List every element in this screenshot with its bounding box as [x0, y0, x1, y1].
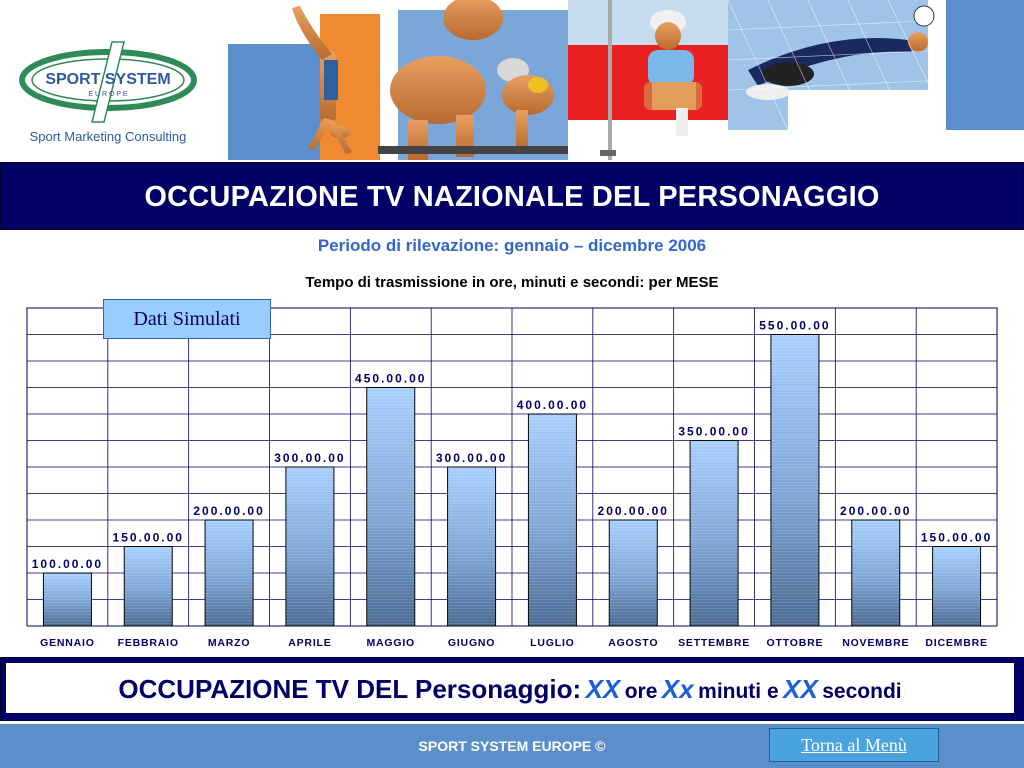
summary-box: OCCUPAZIONE TV DEL Personaggio: XX ore X…	[0, 657, 1024, 721]
x-tick-settembre: SETTEMBRE	[678, 637, 750, 649]
logo-tagline: Sport Marketing Consulting	[30, 129, 187, 144]
value-label-novembre: 200.00.00	[840, 504, 911, 518]
summary-lead: OCCUPAZIONE TV DEL Personaggio:	[118, 674, 582, 704]
x-tick-gennaio: GENNAIO	[40, 637, 95, 649]
bar-stripes-dicembre	[932, 546, 981, 626]
summary-minutes-unit: minuti e	[698, 680, 779, 703]
x-tick-luglio: LUGLIO	[530, 637, 574, 649]
x-tick-giugno: GIUGNO	[448, 637, 495, 649]
x-tick-maggio: MAGGIO	[366, 637, 415, 649]
chart-value-labels: 100.00.00 150.00.00 200.00.00 300.00.00 450.…	[32, 319, 992, 572]
swimmers-figure	[378, 0, 568, 160]
chart-grid	[26, 307, 998, 627]
bar-stripes-novembre	[851, 520, 900, 626]
summary-seconds-value: XX	[783, 674, 818, 704]
value-label-agosto: 200.00.00	[598, 504, 669, 518]
value-label-febbraio: 150.00.00	[113, 531, 184, 545]
bar-stripes-marzo	[205, 520, 254, 626]
header-banner: SPORT SYSTEM E U R O P E Sport Marketing…	[0, 0, 1024, 160]
value-label-gennaio: 100.00.00	[32, 557, 103, 571]
value-label-dicembre: 150.00.00	[921, 531, 992, 545]
page-title: OCCUPAZIONE TV NAZIONALE DEL PERSONAGGIO	[144, 181, 880, 213]
bar-stripes-giugno	[447, 467, 496, 626]
bar-stripes-settembre	[690, 440, 739, 626]
value-label-luglio: 400.00.00	[517, 398, 588, 412]
bar-stripes-agosto	[609, 520, 658, 626]
bar-chart: 100.00.00 150.00.00 200.00.00 300.00.00 450.…	[26, 307, 998, 649]
summary-seconds-unit: secondi	[822, 680, 902, 703]
logo-sub: E U R O P E	[88, 91, 127, 98]
chart-bars	[42, 334, 982, 627]
value-label-aprile: 300.00.00	[274, 451, 345, 465]
bar-stripes-maggio	[366, 387, 415, 626]
value-label-giugno: 300.00.00	[436, 451, 507, 465]
summary-hours-unit: ore	[624, 680, 658, 703]
x-tick-novembre: NOVEMBRE	[842, 637, 909, 649]
back-to-menu-link[interactable]: Torna al Menù	[769, 728, 939, 762]
bar-stripes-febbraio	[124, 546, 173, 626]
bar-stripes-aprile	[285, 467, 334, 626]
bar-stripes-ottobre	[770, 334, 819, 626]
value-label-maggio: 450.00.00	[355, 372, 426, 386]
x-tick-dicembre: DICEMBRE	[925, 637, 987, 649]
summary-inner: OCCUPAZIONE TV DEL Personaggio: XX ore X…	[5, 662, 1015, 714]
chart-x-ticks: GENNAIO FEBBRAIO MARZO APRILE MAGGIO GIUGNO LU…	[40, 637, 987, 649]
bar-stripes-gennaio	[43, 573, 92, 626]
value-label-marzo: 200.00.00	[193, 504, 264, 518]
chart-title: Tempo di trasmissione in ore, minuti e s…	[305, 274, 719, 291]
x-tick-marzo: MARZO	[208, 637, 251, 649]
bar-stripes-luglio	[528, 414, 577, 626]
title-band: OCCUPAZIONE TV NAZIONALE DEL PERSONAGGIO	[0, 162, 1024, 230]
x-tick-febbraio: FEBBRAIO	[118, 637, 179, 649]
sport-system-logo: SPORT SYSTEM E U R O P E Sport Marketing…	[19, 41, 197, 144]
simulated-data-badge: Dati Simulati	[103, 299, 271, 339]
golfer-figure	[600, 0, 702, 160]
x-tick-aprile: APRILE	[288, 637, 331, 649]
x-tick-ottobre: OTTOBRE	[767, 637, 824, 649]
sports-photo-strip	[228, 0, 1024, 160]
footer-copyright: SPORT SYSTEM EUROPE ©	[418, 738, 606, 754]
summary-hours-value: XX	[585, 674, 621, 704]
x-tick-agosto: AGOSTO	[608, 637, 658, 649]
gymnast-figure	[292, 6, 352, 154]
summary-minutes-value: Xx	[661, 674, 694, 704]
logo-brand: SPORT SYSTEM	[45, 71, 170, 88]
period-subtitle: Periodo di rilevazione: gennaio – dicemb…	[317, 236, 707, 255]
value-label-settembre: 350.00.00	[678, 425, 749, 439]
value-label-ottobre: 550.00.00	[759, 319, 830, 333]
goalkeeper-figure	[727, 0, 947, 131]
